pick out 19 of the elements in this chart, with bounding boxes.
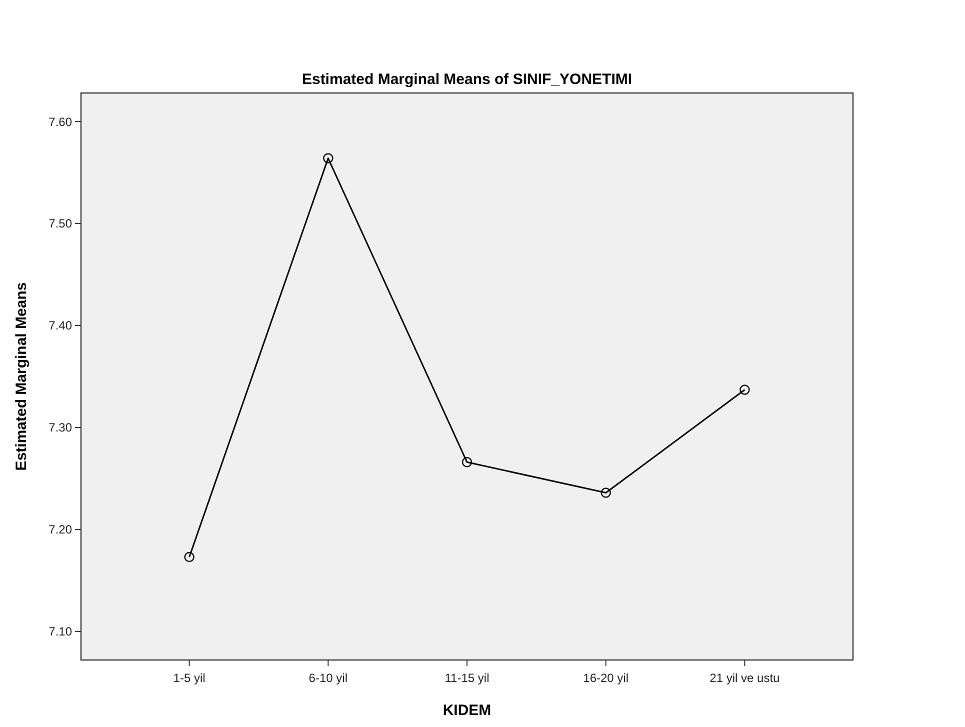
y-tick-label: 7.30 (48, 420, 72, 435)
chart-title: Estimated Marginal Means of SINIF_YONETIMI (302, 71, 632, 88)
x-tick-label: 21 yil ve ustu (710, 671, 780, 685)
x-axis-title: KIDEM (442, 702, 492, 719)
y-tick-label: 7.40 (48, 318, 72, 333)
point (462, 457, 472, 468)
point (184, 552, 194, 562)
point (740, 384, 750, 395)
y-tick-label: 7.50 (48, 216, 72, 231)
y-tick-label: 7.10 (48, 624, 72, 639)
y-axis-title: Estimated Marginal Means (13, 282, 30, 471)
y-tick-label: 7.60 (48, 114, 72, 129)
x-tick-label: 1-5 yil (173, 671, 206, 685)
point (600, 488, 611, 498)
x-tick-label: 11-15 yil (444, 671, 490, 685)
x-tick-label: 16-20 yil (583, 671, 629, 685)
x-tick-label: 6-10 yil (308, 671, 348, 685)
point (323, 153, 334, 164)
y-tick-label: 7.20 (48, 522, 72, 537)
